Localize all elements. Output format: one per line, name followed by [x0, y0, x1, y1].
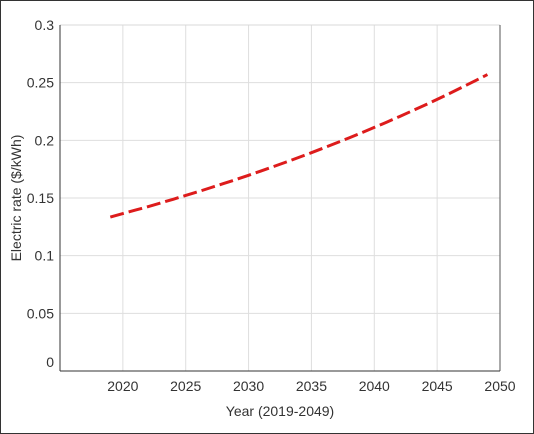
y-tick-label: 0 [46, 354, 54, 370]
x-tick-label: 2045 [422, 378, 453, 394]
x-tick-label: 2040 [359, 378, 390, 394]
series-line [109, 73, 489, 219]
y-axis-title: Electric rate ($/kWh) [8, 135, 24, 262]
x-tick-label: 2050 [484, 378, 515, 394]
y-tick-label: 0.1 [35, 248, 55, 264]
x-tick-label: 2020 [107, 378, 138, 394]
x-tick-label: 2035 [296, 378, 327, 394]
x-axis-title: Year (2019-2049) [226, 403, 334, 419]
y-tick-label: 0.2 [35, 132, 55, 148]
series-layer [109, 73, 489, 219]
x-axis-ticks: 2020 2025 2030 2035 2040 2045 2050 [107, 378, 516, 394]
y-axis-ticks: 0 0.05 0.1 0.15 0.2 0.25 0.3 [27, 17, 54, 370]
y-tick-label: 0.3 [35, 17, 55, 33]
x-tick-label: 2025 [170, 378, 201, 394]
y-tick-label: 0.15 [27, 190, 54, 206]
y-tick-label: 0.05 [27, 305, 54, 321]
y-tick-label: 0.25 [27, 75, 54, 91]
x-tick-label: 2030 [233, 378, 264, 394]
grid-lines [60, 25, 500, 371]
